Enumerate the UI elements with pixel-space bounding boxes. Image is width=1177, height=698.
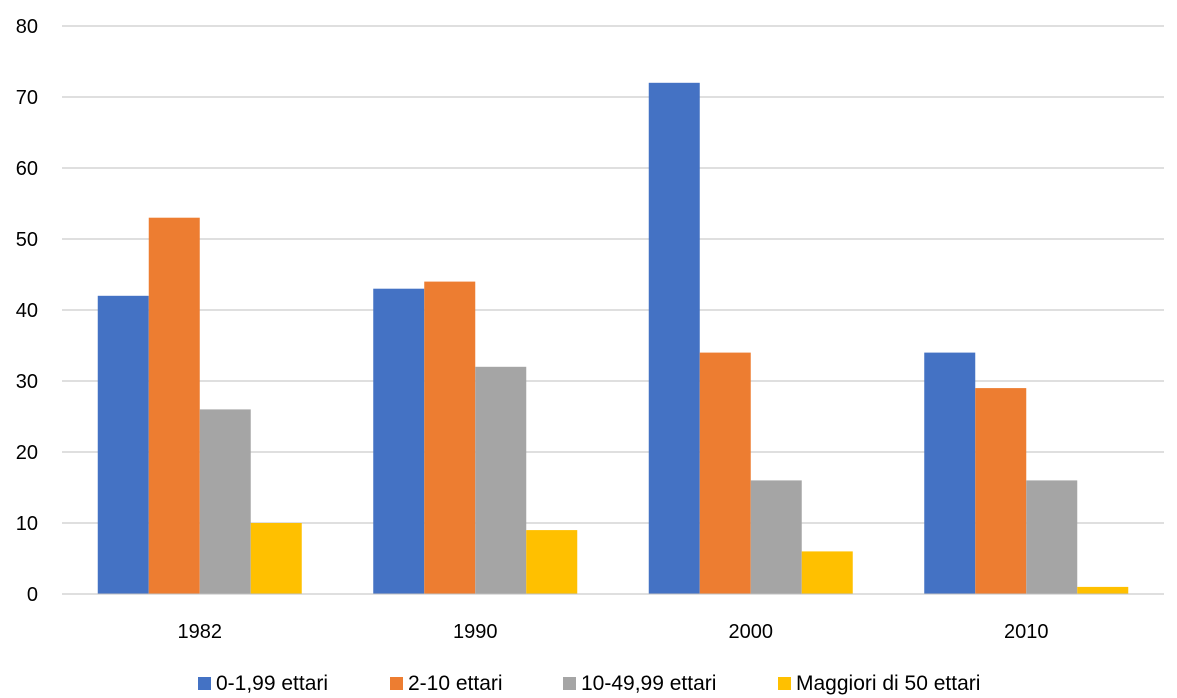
bar bbox=[199, 409, 251, 594]
y-tick-label: 20 bbox=[16, 442, 38, 464]
legend-label: 2-10 ettari bbox=[408, 672, 503, 695]
legend-swatch bbox=[563, 677, 576, 690]
bar bbox=[750, 480, 802, 594]
x-axis-ticks: 1982 1990 2000 2010 bbox=[178, 621, 1049, 643]
x-tick-label: 1990 bbox=[453, 621, 498, 643]
y-tick-label: 80 bbox=[16, 16, 38, 38]
legend-label: Maggiori di 50 ettari bbox=[796, 672, 980, 695]
legend-label: 10-49,99 ettari bbox=[581, 672, 716, 695]
legend-label: 0-1,99 ettari bbox=[216, 672, 328, 695]
bar bbox=[373, 288, 425, 594]
bars bbox=[97, 82, 1129, 595]
bar bbox=[1026, 480, 1078, 594]
y-tick-label: 30 bbox=[16, 371, 38, 393]
bar bbox=[424, 281, 476, 594]
bar bbox=[699, 352, 751, 594]
legend: 0-1,99 ettari 2-10 ettari 10-49,99 ettari M… bbox=[198, 672, 980, 695]
x-tick-label: 2010 bbox=[1004, 621, 1049, 643]
y-tick-label: 70 bbox=[16, 87, 38, 109]
y-axis-ticks: 0 10 20 30 40 50 60 70 80 bbox=[16, 16, 38, 606]
x-tick-label: 2000 bbox=[729, 621, 774, 643]
legend-swatch bbox=[198, 677, 211, 690]
y-tick-label: 40 bbox=[16, 300, 38, 322]
bar bbox=[648, 82, 700, 595]
x-tick-label: 1982 bbox=[178, 621, 223, 643]
y-tick-label: 50 bbox=[16, 229, 38, 251]
legend-swatch bbox=[390, 677, 403, 690]
bar bbox=[250, 523, 302, 594]
legend-swatch bbox=[778, 677, 791, 690]
y-tick-label: 0 bbox=[27, 584, 38, 606]
bar bbox=[924, 352, 976, 594]
bar bbox=[148, 217, 200, 594]
bar bbox=[526, 530, 578, 594]
bar bbox=[97, 295, 149, 594]
y-tick-label: 10 bbox=[16, 513, 38, 535]
bar bbox=[475, 366, 527, 594]
bar bbox=[975, 388, 1027, 594]
bar bbox=[1077, 586, 1129, 594]
y-tick-label: 60 bbox=[16, 158, 38, 180]
bar bbox=[801, 551, 853, 594]
